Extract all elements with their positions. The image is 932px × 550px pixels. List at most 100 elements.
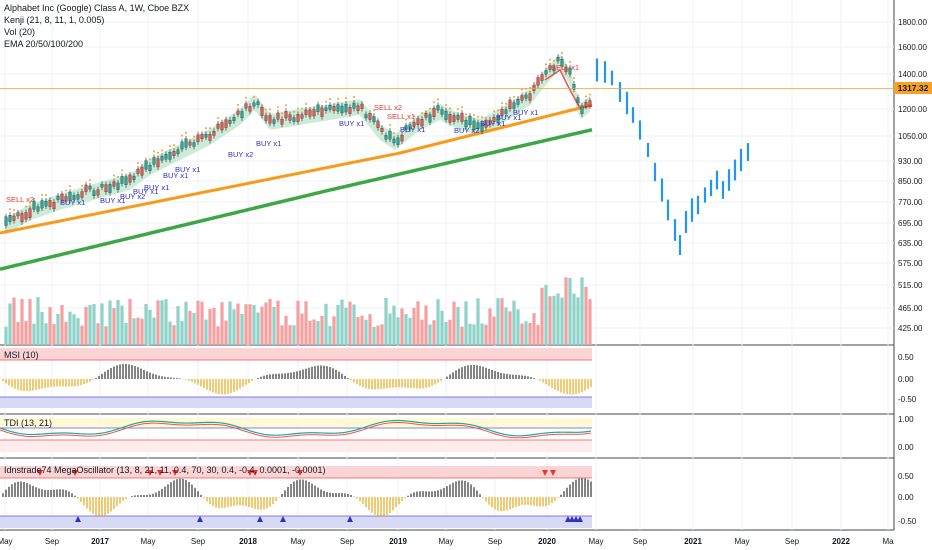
mega-bar (74, 495, 76, 497)
kenji-dot (9, 208, 11, 211)
msi-bar (122, 364, 124, 379)
mega-bar (65, 490, 67, 497)
volume-bar (436, 299, 440, 345)
signal-label: BUY x1 (144, 183, 169, 192)
volume-bar (444, 322, 448, 345)
kenji-dot (389, 124, 391, 127)
mega-bar (203, 497, 205, 499)
mega-sell-marker (297, 470, 303, 476)
kenji-dot (449, 107, 451, 110)
mega-bar (248, 497, 250, 508)
mega-pane-title[interactable]: Idnstrade74 MegaOscillator (13, 8, 21, 1… (4, 465, 326, 475)
candle-body (536, 77, 540, 86)
msi-bar (107, 369, 109, 379)
msi-bar (533, 378, 535, 379)
mega-bar (530, 497, 532, 506)
msi-bar (137, 367, 139, 379)
msi-pane-title[interactable]: MSI (10) (4, 350, 39, 360)
mega-bar (371, 497, 373, 513)
kenji-dot (457, 108, 459, 111)
volume-bar (568, 277, 572, 345)
mega-bar (563, 491, 565, 497)
msi-bar (92, 379, 94, 380)
legend-kenji[interactable]: Kenji (21, 8, 11, 1, 0.005) (4, 15, 105, 25)
volume-bar (580, 277, 584, 345)
msi-bar (128, 364, 130, 379)
kenji-dot (589, 93, 591, 96)
signal-label: BUY x2 (454, 126, 479, 135)
candle-body (528, 93, 532, 101)
volume-bar (216, 326, 220, 345)
candle-body (164, 154, 168, 160)
volume-bar (404, 314, 408, 345)
kenji-dot (561, 52, 563, 55)
volume-bar (268, 298, 272, 345)
signal-label: BUY x2 (228, 150, 253, 159)
mega-bar (449, 484, 451, 497)
msi-bar (491, 369, 493, 379)
msi-bar (164, 376, 166, 379)
msi-bar (509, 374, 511, 379)
kenji-dot (573, 77, 575, 80)
msi-bar (557, 379, 559, 392)
volume-bar (560, 297, 564, 345)
volume-bar (52, 324, 56, 345)
ema-20-line (544, 68, 593, 109)
candle-body (84, 184, 88, 192)
msi-bar (479, 365, 481, 379)
msi-bar (74, 379, 76, 387)
volume-bar (116, 299, 120, 345)
msi-bar (506, 373, 508, 379)
candle-body (200, 134, 204, 140)
candle-body (548, 65, 552, 70)
mega-bar (296, 480, 298, 497)
volume-bar (564, 277, 568, 345)
kenji-dot (81, 184, 83, 187)
mega-bar (224, 497, 226, 508)
msi-bar (113, 366, 115, 379)
msi-bar (467, 365, 469, 379)
volume-bar (548, 296, 552, 345)
msi-bar (185, 379, 187, 380)
volume-bar (396, 317, 400, 345)
kenji-dot (305, 102, 307, 105)
signal-label: BUY x2 (120, 192, 145, 201)
msi-bands (0, 348, 592, 408)
msi-bar (548, 379, 550, 386)
time-axis-label: May (734, 537, 749, 546)
msi-bar (323, 365, 325, 379)
mega-bar (557, 497, 559, 498)
mega-bar (101, 497, 103, 517)
candle-body (492, 117, 496, 122)
volume-bar (44, 323, 48, 345)
mega-bar (503, 497, 505, 512)
volume-bar (524, 321, 528, 345)
price-axis-label: 1200.00 (898, 105, 927, 114)
candle-body (52, 202, 56, 210)
volume-bar (228, 301, 232, 345)
mega-bar (584, 478, 586, 497)
price-axis-label: 635.00 (898, 239, 923, 248)
price-axis-label: 575.00 (898, 259, 923, 268)
mega-bar (5, 489, 7, 497)
mega-bar (149, 494, 151, 497)
kenji-dot (245, 96, 247, 99)
legend-ema[interactable]: EMA 20/50/100/200 (4, 39, 84, 49)
time-axis-label: May (438, 537, 453, 546)
mega-buy-marker (257, 516, 263, 522)
legend-volume[interactable]: Vol (20) (4, 27, 36, 37)
time-axis-label: Sep (488, 537, 503, 546)
msi-bar (410, 379, 412, 389)
legend-symbol[interactable]: Alphabet Inc (Google) Class A, 1W, Cboe … (4, 3, 190, 13)
mega-bar (428, 491, 430, 497)
volume-bar (472, 324, 476, 345)
candle-body (120, 176, 124, 184)
volume-bar (412, 307, 416, 345)
kenji-dot (477, 115, 479, 118)
candle-body (316, 104, 320, 112)
tdi-pane-title[interactable]: TDI (13, 21) (4, 418, 53, 428)
mega-bar (161, 488, 163, 497)
volume-bar (504, 307, 508, 345)
msi-bar (401, 379, 403, 388)
